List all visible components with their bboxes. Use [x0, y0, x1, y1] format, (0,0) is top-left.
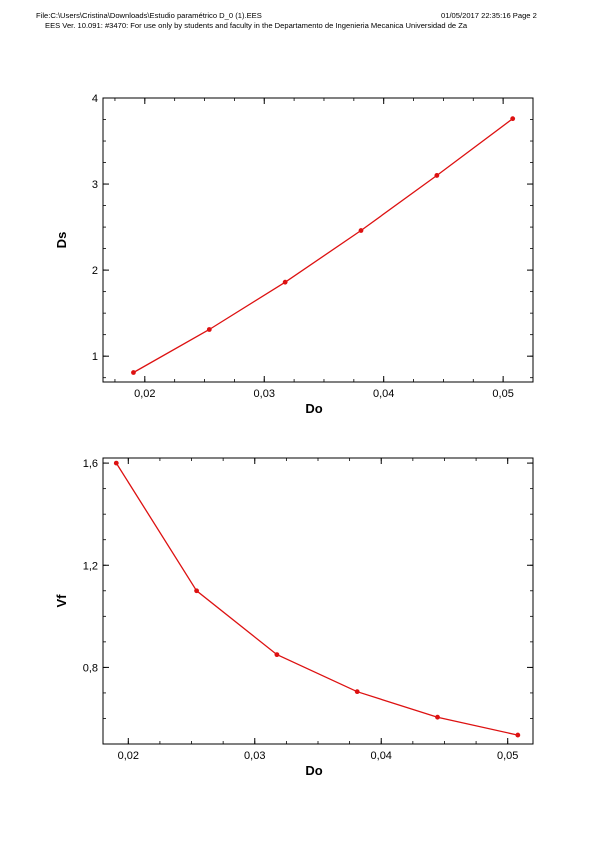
y-tick-label: 4 — [92, 93, 98, 105]
y-tick-label: 3 — [92, 179, 98, 191]
data-point — [358, 228, 364, 233]
x-tick-label: 0,05 — [492, 388, 513, 400]
date-page: 01/05/2017 22:35:16 Page 2 — [441, 11, 537, 20]
x-tick-label: 0,03 — [244, 750, 265, 762]
file-path: File:C:\Users\Cristina\Downloads\Estudio… — [36, 11, 262, 20]
x-tick-label: 0,05 — [497, 750, 518, 762]
y-axis-label: Vf — [54, 594, 69, 608]
data-point — [510, 116, 516, 122]
x-axis-label: Do — [305, 401, 322, 416]
data-point — [113, 460, 119, 466]
x-tick-label: 0,04 — [373, 388, 394, 400]
chart-ds-vs-do: 0,02 0,03 0,04 0,05 1 2 3 4 Do Ds — [54, 93, 534, 416]
data-point — [206, 327, 212, 332]
data-point — [274, 652, 280, 658]
y-tick-label: 0,8 — [83, 662, 98, 674]
x-tick-label: 0,04 — [371, 750, 392, 762]
y-axis-label: Ds — [54, 232, 69, 249]
series-line — [115, 462, 518, 736]
data-point — [282, 279, 288, 285]
data-point — [515, 732, 521, 738]
data-point — [435, 714, 440, 720]
x-tick-label: 0,02 — [118, 750, 139, 762]
chart-vf-vs-do: 0,02 0,03 0,04 0,05 0,8 1,2 1,6 Do Vf — [54, 457, 534, 778]
data-point — [434, 173, 440, 178]
license-line: EES Ver. 10.091: #3470: For use only by … — [45, 21, 468, 30]
data-point — [131, 370, 136, 375]
data-point — [354, 689, 360, 695]
y-tick-label: 2 — [92, 265, 98, 277]
data-point — [194, 588, 199, 594]
x-tick-label: 0,02 — [134, 388, 155, 400]
plot-frame — [102, 457, 534, 745]
y-tick-label: 1 — [92, 351, 98, 363]
y-tick-label: 1,6 — [83, 458, 98, 470]
x-axis-label: Do — [305, 763, 322, 778]
plot-frame — [102, 97, 534, 383]
y-tick-label: 1,2 — [83, 560, 98, 572]
x-tick-label: 0,03 — [254, 388, 275, 400]
series-line — [133, 118, 514, 374]
